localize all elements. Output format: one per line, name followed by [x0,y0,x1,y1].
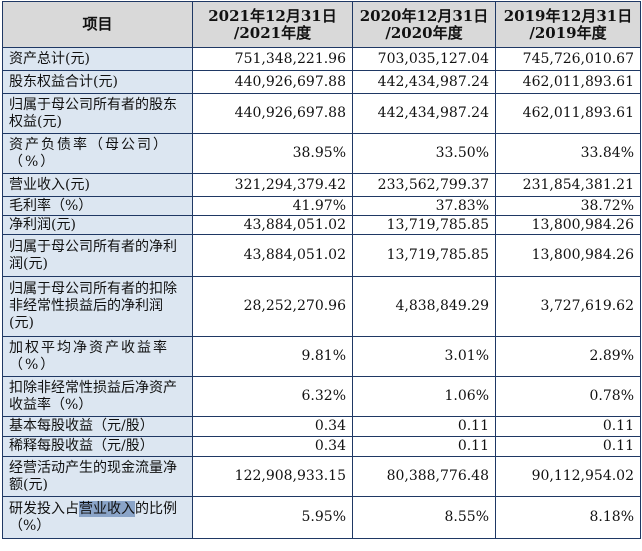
row-label: 归属于母公司所有者的扣除非经常性损益后的净利润(元) [2,276,193,337]
cell-2021: 751,348,221.96 [192,47,353,71]
cell-2020: 4,838,849.29 [352,276,496,337]
row-label: 基本每股收益（元/股） [2,416,193,437]
header-2020-date: 2020年12月31日 [359,6,489,25]
table-row: 净利润(元) 43,884,051.02 13,719,785.85 13,80… [2,215,641,235]
row-label: 归属于母公司所有者的净利润(元) [2,234,193,277]
cell-2021: 440,926,697.88 [192,70,353,94]
header-2020-year: /2020年度 [385,23,463,42]
cell-2020: 33.50% [352,133,496,174]
cell-2019: 8.18% [495,496,641,539]
table-row: 资产总计(元) 751,348,221.96 703,035,127.04 74… [2,47,641,71]
cell-2019: 462,011,893.61 [495,70,641,94]
header-2019-year: /2019年度 [529,23,607,42]
cell-2021: 5.95% [192,496,353,539]
cell-2020: 8.55% [352,496,496,539]
cell-2021: 440,926,697.88 [192,93,353,134]
cell-2021: 43,884,051.02 [192,234,353,277]
cell-2019: 33.84% [495,133,641,174]
cell-2020: 13,719,785.85 [352,234,496,277]
cell-2020: 3.01% [352,336,496,377]
header-2021-year: /2021年度 [233,23,312,42]
table-row: 基本每股收益（元/股） 0.34 0.11 0.11 [2,416,641,437]
cell-2021: 321,294,379.42 [192,173,353,197]
table-row: 营业收入(元) 321,294,379.42 233,562,799.37 23… [2,173,641,197]
cell-2020: 442,434,987.24 [352,70,496,94]
row-label: 加权平均净资产收益率（%） [2,336,193,377]
financial-data-table: 项目 2021年12月31日 /2021年度 2020年12月31日 /2020… [2,1,641,539]
cell-2020: 442,434,987.24 [352,93,496,134]
cell-2019: 462,011,893.61 [495,93,641,134]
table-row: 归属于母公司所有者的扣除非经常性损益后的净利润(元) 28,252,270.96… [2,276,641,337]
cell-2021: 43,884,051.02 [192,215,353,235]
header-2019: 2019年12月31日 /2019年度 [495,1,641,48]
table-row: 毛利率（%） 41.97% 37.83% 38.72% [2,196,641,216]
cell-2020: 703,035,127.04 [352,47,496,71]
cell-2021: 38.95% [192,133,353,174]
header-2019-date: 2019年12月31日 [503,6,633,25]
cell-2019: 13,800,984.26 [495,234,641,277]
header-2020: 2020年12月31日 /2020年度 [352,1,496,48]
cell-2020: 37.83% [352,196,496,216]
table-row: 资产负债率（母公司）（%） 38.95% 33.50% 33.84% [2,133,641,174]
row-label: 扣除非经常性损益后净资产收益率（%） [2,376,193,417]
cell-2021: 0.34 [192,416,353,437]
header-item: 项目 [2,1,193,48]
cell-2020: 0.11 [352,436,496,457]
header-2021: 2021年12月31日 /2021年度 [192,1,353,48]
cell-2021: 6.32% [192,376,353,417]
cell-2019: 90,112,954.02 [495,456,641,497]
cell-2020: 233,562,799.37 [352,173,496,197]
cell-2019: 0.78% [495,376,641,417]
cell-2021: 0.34 [192,436,353,457]
row-label: 资产总计(元) [2,47,193,71]
cell-2019: 231,854,381.21 [495,173,641,197]
cell-2020: 0.11 [352,416,496,437]
row-label: 资产负债率（母公司）（%） [2,133,193,174]
row-label-post: 的比例（%） [9,500,177,534]
cell-2020: 13,719,785.85 [352,215,496,235]
header-row: 项目 2021年12月31日 /2021年度 2020年12月31日 /2020… [2,1,641,48]
table-row: 经营活动产生的现金流量净额(元) 122,908,933.15 80,388,7… [2,456,641,497]
row-label: 研发投入占营业收入的比例（%） [2,496,193,539]
cell-2019: 3,727,619.62 [495,276,641,337]
table-row: 归属于母公司所有者的净利润(元) 43,884,051.02 13,719,78… [2,234,641,277]
cell-2021: 41.97% [192,196,353,216]
cell-2019: 38.72% [495,196,641,216]
table-row: 研发投入占营业收入的比例（%） 5.95% 8.55% 8.18% [2,496,641,539]
table-row: 稀释每股收益（元/股） 0.34 0.11 0.11 [2,436,641,457]
row-label: 营业收入(元) [2,173,193,197]
cell-2020: 1.06% [352,376,496,417]
table-row: 归属于母公司所有者的股东权益(元) 440,926,697.88 442,434… [2,93,641,134]
row-label: 股东权益合计(元) [2,70,193,94]
table-row: 股东权益合计(元) 440,926,697.88 442,434,987.24 … [2,70,641,94]
row-label: 归属于母公司所有者的股东权益(元) [2,93,193,134]
cell-2019: 2.89% [495,336,641,377]
cell-2021: 28,252,270.96 [192,276,353,337]
text-selection-highlight: 营业收入 [79,500,135,517]
cell-2021: 9.81% [192,336,353,377]
row-label: 稀释每股收益（元/股） [2,436,193,457]
cell-2020: 80,388,776.48 [352,456,496,497]
row-label: 净利润(元) [2,215,193,235]
header-2021-date: 2021年12月31日 [208,6,337,25]
cell-2019: 0.11 [495,436,641,457]
cell-2019: 745,726,010.67 [495,47,641,71]
table-row: 扣除非经常性损益后净资产收益率（%） 6.32% 1.06% 0.78% [2,376,641,417]
cell-2019: 13,800,984.26 [495,215,641,235]
row-label: 经营活动产生的现金流量净额(元) [2,456,193,497]
cell-2019: 0.11 [495,416,641,437]
row-label-pre: 研发投入占 [9,500,79,517]
cell-2021: 122,908,933.15 [192,456,353,497]
table-row: 加权平均净资产收益率（%） 9.81% 3.01% 2.89% [2,336,641,377]
row-label: 毛利率（%） [2,196,193,216]
